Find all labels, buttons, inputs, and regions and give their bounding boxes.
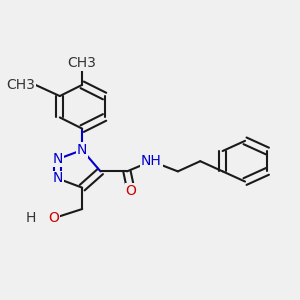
Text: CH3: CH3 [7, 78, 35, 92]
Text: N: N [77, 143, 87, 157]
Text: N: N [52, 172, 63, 185]
Text: O: O [48, 211, 59, 225]
Text: CH3: CH3 [68, 56, 97, 70]
Text: O: O [126, 184, 136, 198]
Text: H: H [26, 211, 37, 225]
Text: NH: NH [141, 154, 162, 168]
Text: N: N [52, 152, 63, 166]
